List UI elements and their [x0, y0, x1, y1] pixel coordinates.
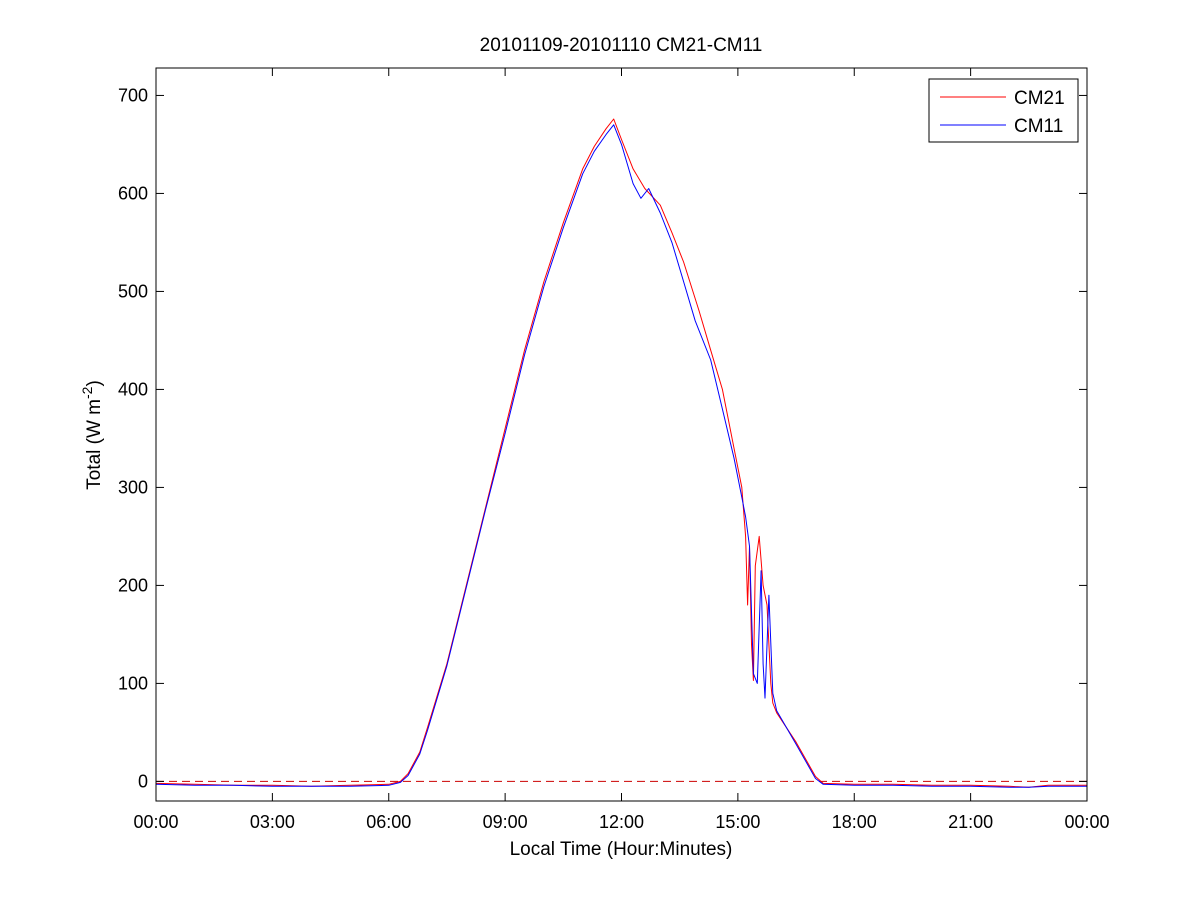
series-layer	[155, 118, 1087, 788]
chart-title: 20101109-20101110 CM21-CM11	[480, 35, 763, 56]
y-axis: 0 100 200 300 400 500 600 700	[118, 85, 1087, 791]
x-tick-label: 09:00	[483, 812, 528, 832]
legend: CM21 CM11	[928, 78, 1079, 143]
legend-box	[928, 78, 1079, 143]
x-tick-label: 21:00	[948, 812, 993, 832]
x-tick-label: 12:00	[599, 812, 644, 832]
plot-background	[156, 68, 1087, 801]
y-tick-label: 700	[118, 85, 148, 105]
y-axis-title-main: Total (W m	[84, 399, 105, 490]
y-axis-title: Total (W m-2)	[79, 380, 105, 490]
legend-label-cm11: CM11	[1014, 116, 1063, 137]
x-tick-label: 06:00	[366, 812, 411, 832]
series-line-cm11	[155, 124, 1087, 788]
x-tick-label: 18:00	[832, 812, 877, 832]
x-tick-label: 15:00	[715, 812, 760, 832]
y-tick-label: 100	[118, 673, 148, 693]
y-tick-label: 600	[118, 183, 148, 203]
x-tick-label: 03:00	[250, 812, 295, 832]
y-axis-title-close: )	[84, 380, 105, 386]
x-tick-label: 00:00	[1064, 812, 1109, 832]
y-tick-label: 500	[118, 281, 148, 301]
series-line-cm21	[155, 118, 1087, 788]
y-tick-label: 400	[118, 379, 148, 399]
y-tick-label: 300	[118, 477, 148, 497]
x-axis: 00:00 03:00 06:00 09:00 12:00 15:00 18:00 21:00…	[133, 68, 1110, 832]
y-tick-label: 0	[138, 771, 148, 791]
y-tick-label: 200	[118, 575, 148, 595]
x-tick-label: 00:00	[133, 812, 178, 832]
plot-area	[156, 68, 1087, 801]
y-axis-title-exponent: -2	[79, 386, 95, 399]
x-axis-title: Local Time (Hour:Minutes)	[510, 839, 733, 860]
legend-label-cm21: CM21	[1014, 88, 1065, 109]
